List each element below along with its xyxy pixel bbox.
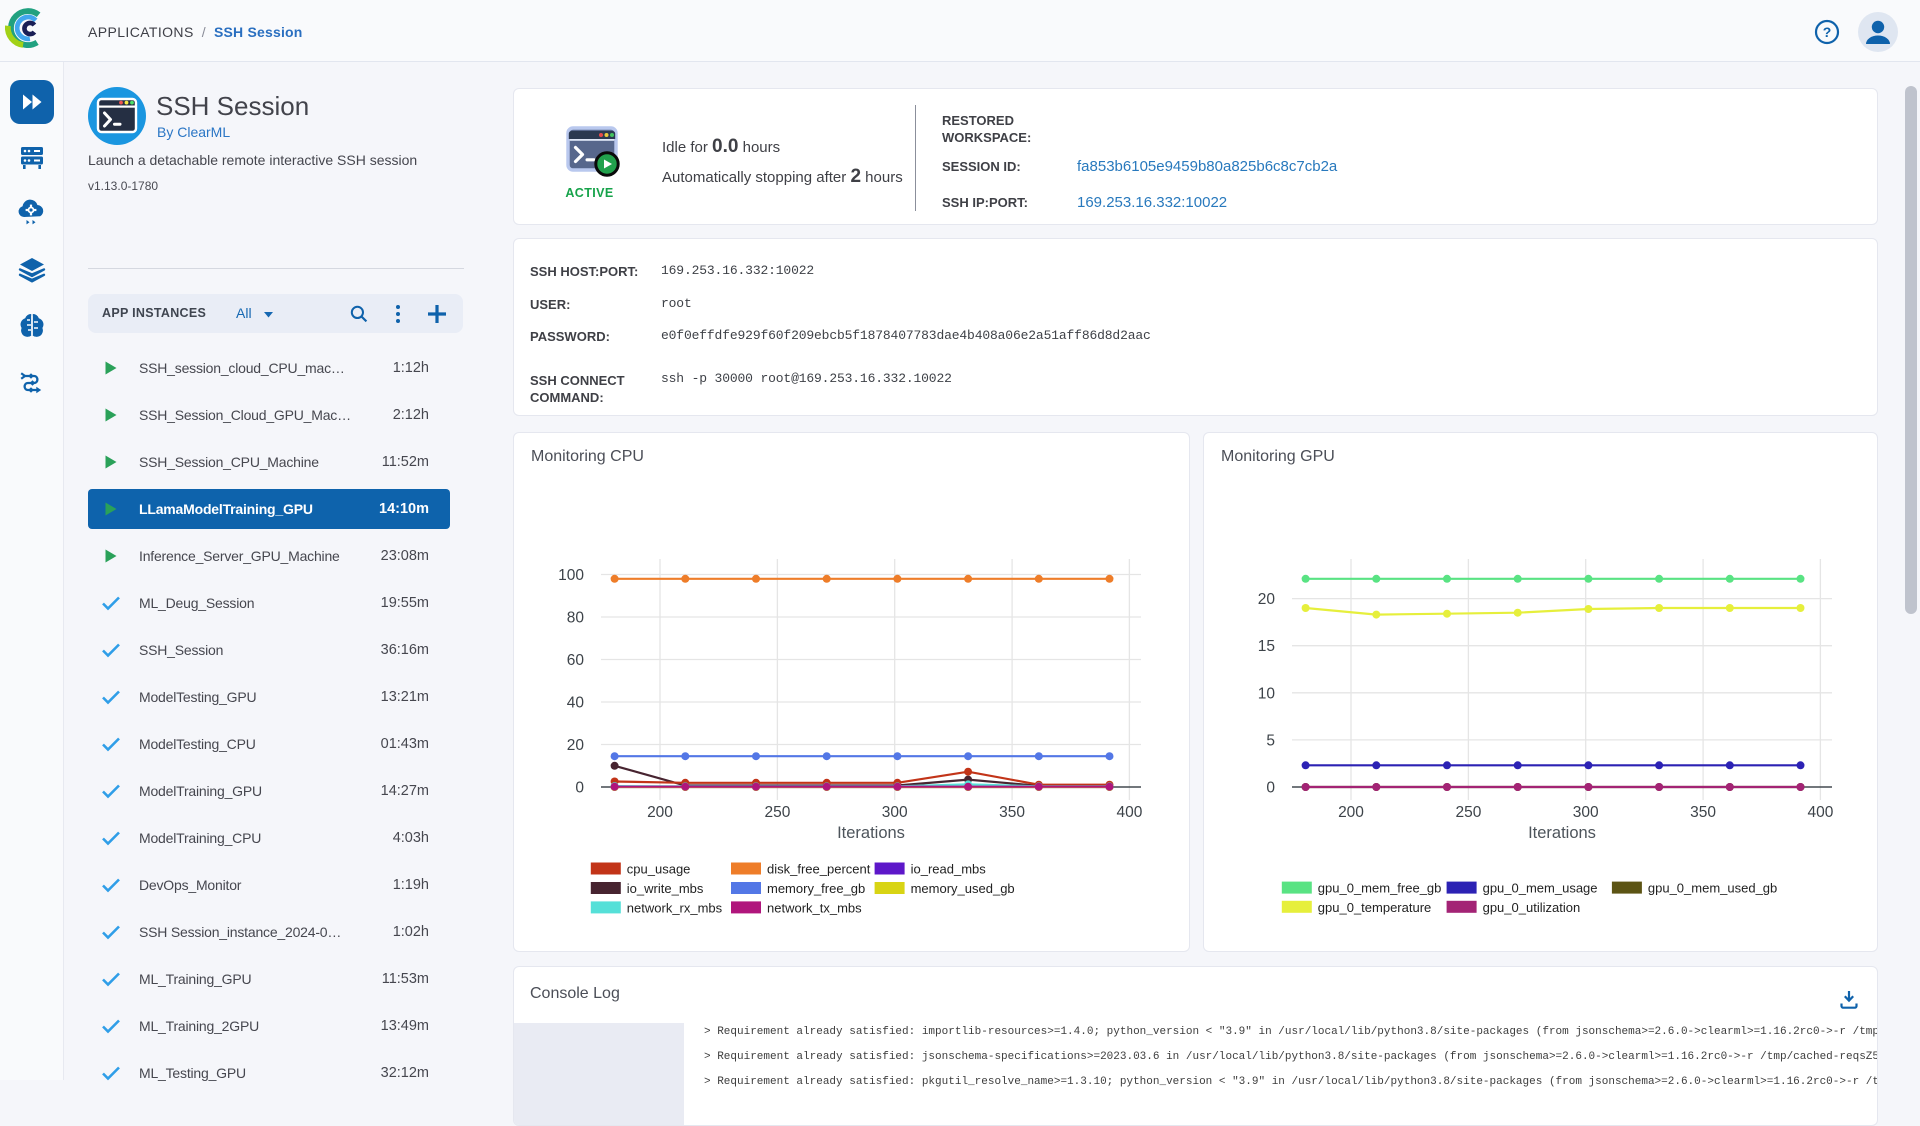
svg-text:400: 400 [1807, 804, 1833, 821]
svg-text:network_rx_mbs: network_rx_mbs [627, 900, 723, 915]
svg-text:200: 200 [1338, 804, 1364, 821]
svg-text:gpu_0_mem_used_gb: gpu_0_mem_used_gb [1648, 881, 1777, 896]
svg-text:gpu_0_mem_usage: gpu_0_mem_usage [1483, 881, 1598, 896]
svg-text:memory_used_gb: memory_used_gb [911, 881, 1015, 896]
svg-text:300: 300 [1573, 804, 1599, 821]
svg-text:network_tx_mbs: network_tx_mbs [767, 900, 862, 915]
svg-text:Iterations: Iterations [837, 824, 905, 842]
svg-text:40: 40 [567, 695, 585, 712]
svg-text:250: 250 [764, 804, 790, 821]
svg-text:gpu_0_temperature: gpu_0_temperature [1318, 900, 1431, 915]
svg-text:cpu_usage: cpu_usage [627, 862, 691, 877]
svg-text:400: 400 [1116, 804, 1142, 821]
svg-text:gpu_0_mem_free_gb: gpu_0_mem_free_gb [1318, 881, 1442, 896]
svg-text:15: 15 [1258, 638, 1275, 655]
svg-text:memory_free_gb: memory_free_gb [767, 881, 865, 896]
svg-text:200: 200 [647, 804, 673, 821]
svg-text:gpu_0_utilization: gpu_0_utilization [1483, 900, 1581, 915]
svg-text:350: 350 [1690, 804, 1716, 821]
svg-text:60: 60 [567, 652, 585, 669]
svg-text:5: 5 [1266, 732, 1275, 749]
svg-text:20: 20 [1258, 591, 1276, 608]
svg-text:350: 350 [999, 804, 1025, 821]
svg-text:0: 0 [1266, 780, 1275, 797]
svg-text:80: 80 [567, 610, 585, 627]
svg-text:disk_free_percent: disk_free_percent [767, 862, 871, 877]
svg-text:Iterations: Iterations [1528, 824, 1596, 842]
svg-text:0: 0 [575, 780, 584, 797]
svg-text:100: 100 [558, 567, 584, 584]
svg-text:?: ? [1823, 24, 1832, 40]
svg-text:io_write_mbs: io_write_mbs [627, 881, 704, 896]
svg-text:10: 10 [1258, 685, 1276, 702]
svg-text:250: 250 [1455, 804, 1481, 821]
svg-text:20: 20 [567, 737, 585, 754]
svg-text:io_read_mbs: io_read_mbs [911, 862, 987, 877]
svg-text:300: 300 [882, 804, 908, 821]
